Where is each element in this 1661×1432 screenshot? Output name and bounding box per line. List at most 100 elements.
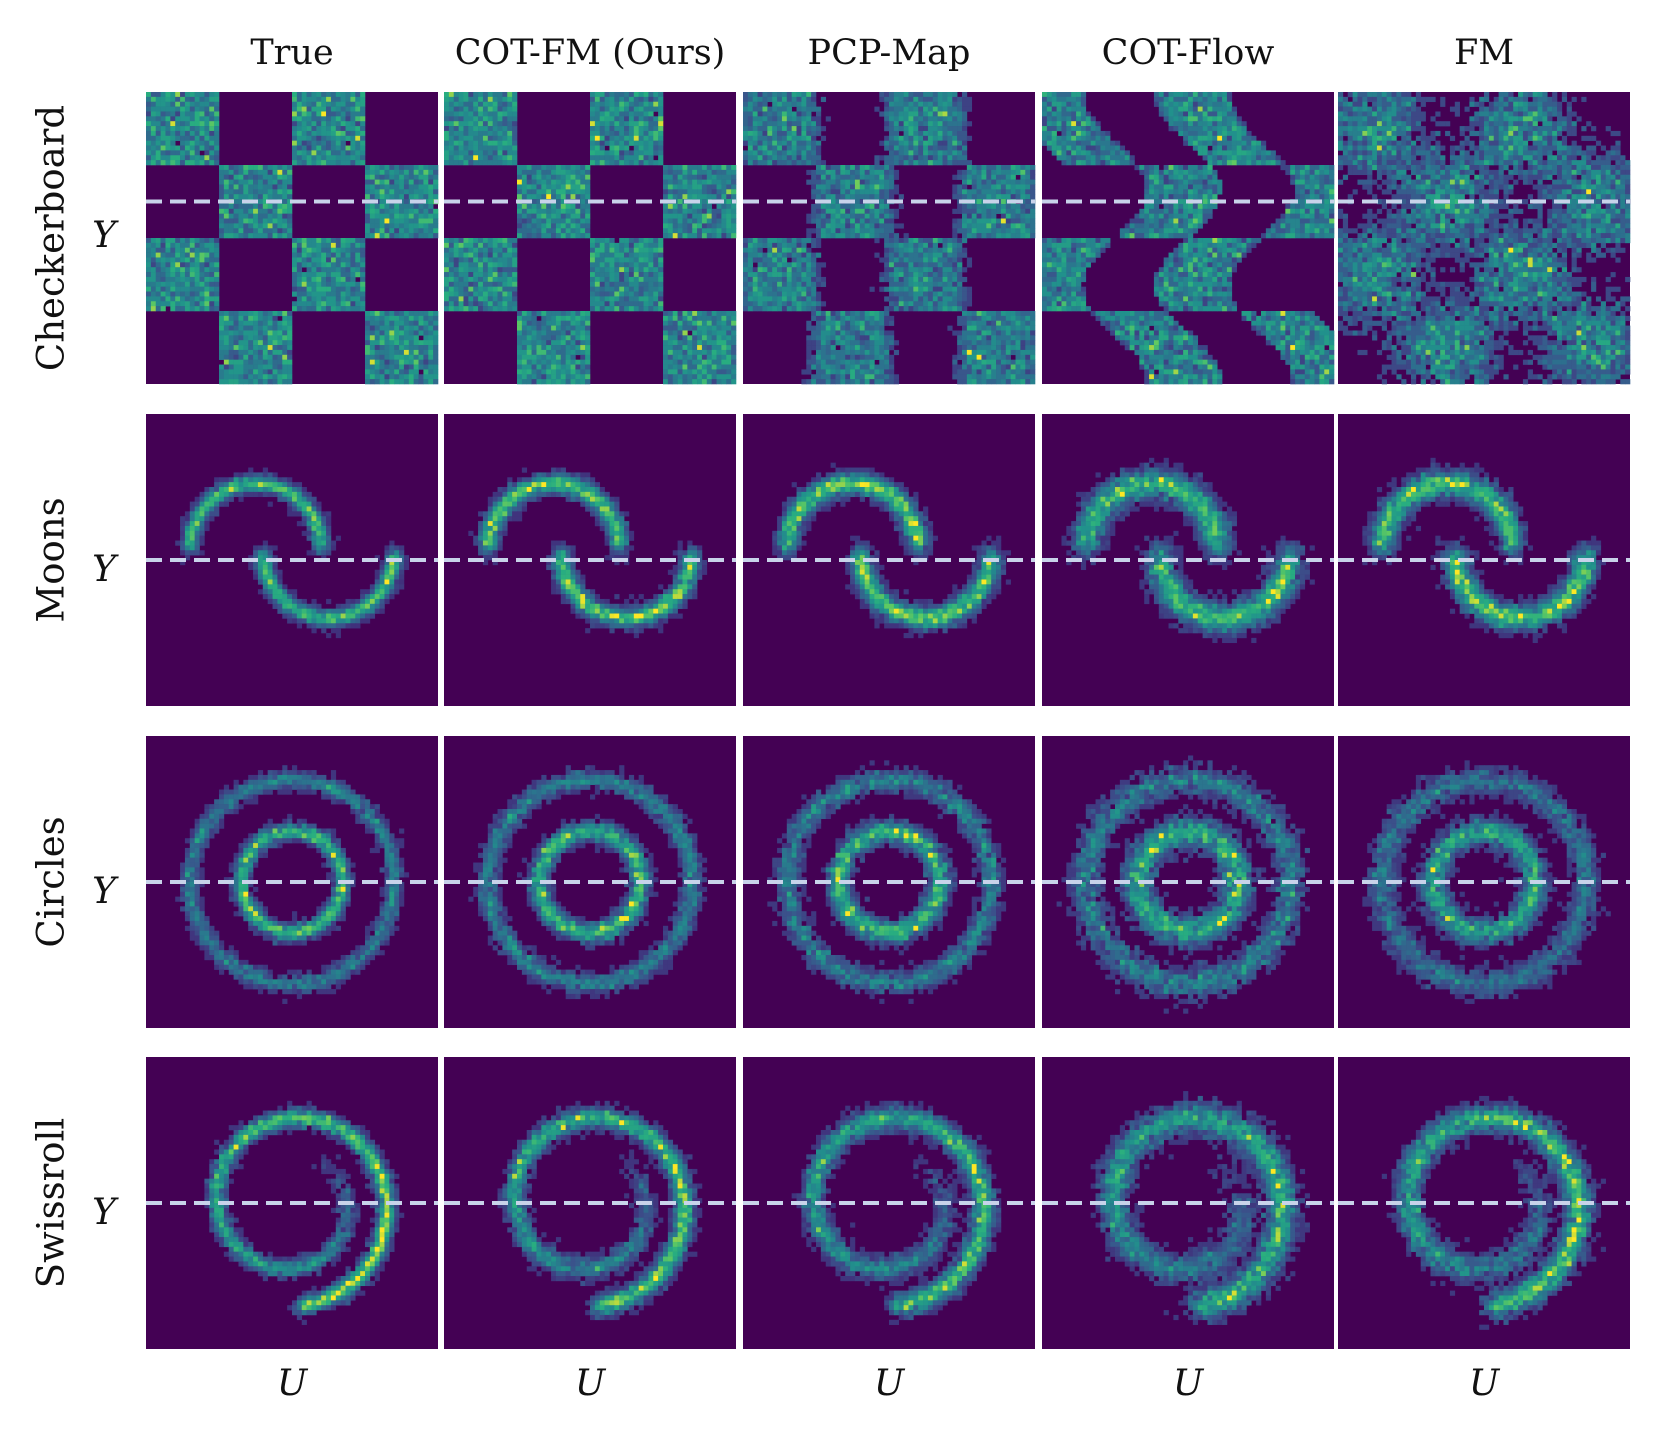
heatmap-cell <box>307 141 312 146</box>
heatmap-cell <box>702 330 707 335</box>
heatmap-cell <box>375 345 380 350</box>
heatmap-cell <box>624 253 629 258</box>
heatmap-cell <box>507 272 512 277</box>
heatmap-cell <box>414 175 419 180</box>
heatmap-cell <box>175 155 180 160</box>
heatmap-cell <box>629 155 634 160</box>
heatmap-cell <box>507 121 512 126</box>
heatmap-cell <box>726 369 731 374</box>
heatmap-cell <box>609 150 614 155</box>
heatmap-cell <box>498 131 503 136</box>
heatmap-cell <box>195 253 200 258</box>
heatmap-cell <box>614 267 619 272</box>
heatmap-cell <box>726 204 731 209</box>
heatmap-cell <box>175 248 180 253</box>
heatmap-cell <box>268 316 273 321</box>
heatmap-cell <box>904 92 909 97</box>
heatmap-cell <box>566 170 571 175</box>
heatmap-cell <box>224 165 229 170</box>
heatmap-cell <box>248 189 253 194</box>
heatmap-cell <box>644 102 649 107</box>
heatmap-cell <box>234 204 239 209</box>
heatmap-cell <box>380 369 385 374</box>
heatmap-cell <box>561 360 566 365</box>
heatmap-cell <box>687 374 692 379</box>
heatmap-cell <box>835 165 840 170</box>
heatmap-cell <box>532 184 537 189</box>
heatmap-cell <box>185 111 190 116</box>
heatmap-cell <box>748 97 753 102</box>
heatmap-cell <box>753 253 758 258</box>
heatmap-cell <box>619 107 624 112</box>
heatmap-cell <box>835 228 840 233</box>
heatmap-cell <box>634 253 639 258</box>
heatmap-cell <box>229 321 234 326</box>
heatmap-cell <box>277 345 282 350</box>
heatmap-cell <box>224 228 229 233</box>
heatmap-cell <box>375 335 380 340</box>
heatmap-cell <box>1030 204 1035 209</box>
heatmap-cell <box>870 214 875 219</box>
heatmap-cell <box>943 257 948 262</box>
heatmap-cell <box>653 141 658 146</box>
heatmap-cell <box>287 204 292 209</box>
heatmap-cell <box>855 228 860 233</box>
heatmap-cell <box>463 107 468 112</box>
heatmap-cell <box>282 228 287 233</box>
heatmap-cell <box>268 379 273 384</box>
heatmap-cell <box>977 184 982 189</box>
heatmap-cell <box>263 316 268 321</box>
heatmap-cell <box>346 116 351 121</box>
heatmap-cell <box>459 92 464 97</box>
heatmap-cell <box>826 223 831 228</box>
heatmap-cell <box>459 238 464 243</box>
heatmap-cell <box>821 160 826 165</box>
heatmap-cell <box>682 350 687 355</box>
heatmap-cell <box>433 360 438 365</box>
heatmap-cell <box>678 199 683 204</box>
heatmap-cell <box>595 146 600 151</box>
heatmap-cell <box>253 204 258 209</box>
heatmap-cell <box>566 360 571 365</box>
heatmap-cell <box>273 194 278 199</box>
heatmap-cell <box>777 277 782 282</box>
heatmap-cell <box>957 131 962 136</box>
heatmap-cell <box>219 175 224 180</box>
heatmap-cell <box>360 150 365 155</box>
heatmap-cell <box>493 262 498 267</box>
heatmap-cell <box>161 155 166 160</box>
heatmap-cell <box>879 277 884 282</box>
heatmap-cell <box>619 136 624 141</box>
heatmap-cell <box>624 121 629 126</box>
heatmap-cell <box>595 126 600 131</box>
heatmap-cell <box>556 199 561 204</box>
heatmap-cell <box>653 296 658 301</box>
heatmap-cell <box>527 311 532 316</box>
heatmap-cell <box>731 365 736 370</box>
heatmap-cell <box>161 277 166 282</box>
heatmap-cell <box>409 311 414 316</box>
heatmap-cell <box>146 111 151 116</box>
heatmap-cell <box>556 340 561 345</box>
heatmap-cell <box>595 136 600 141</box>
heatmap-cell <box>331 253 336 258</box>
heatmap-cell <box>811 243 816 248</box>
heatmap-cell <box>336 306 341 311</box>
column-titles: True COT-FM (Ours) PCP-Map COT-Flow FM <box>250 33 1514 73</box>
heatmap-cell <box>889 277 894 282</box>
heatmap-cell <box>697 335 702 340</box>
heatmap-cell <box>507 107 512 112</box>
heatmap-cell <box>777 150 782 155</box>
heatmap-cell <box>967 214 972 219</box>
heatmap-cell <box>161 141 166 146</box>
heatmap-cell <box>248 321 253 326</box>
heatmap-cell <box>600 277 605 282</box>
heatmap-cell <box>894 170 899 175</box>
heatmap-cell <box>792 272 797 277</box>
heatmap-cell <box>507 116 512 121</box>
heatmap-cell <box>326 267 331 272</box>
heatmap-cell <box>532 175 537 180</box>
heatmap-cell <box>459 243 464 248</box>
heatmap-cell <box>743 102 748 107</box>
heatmap-cell <box>600 97 605 102</box>
